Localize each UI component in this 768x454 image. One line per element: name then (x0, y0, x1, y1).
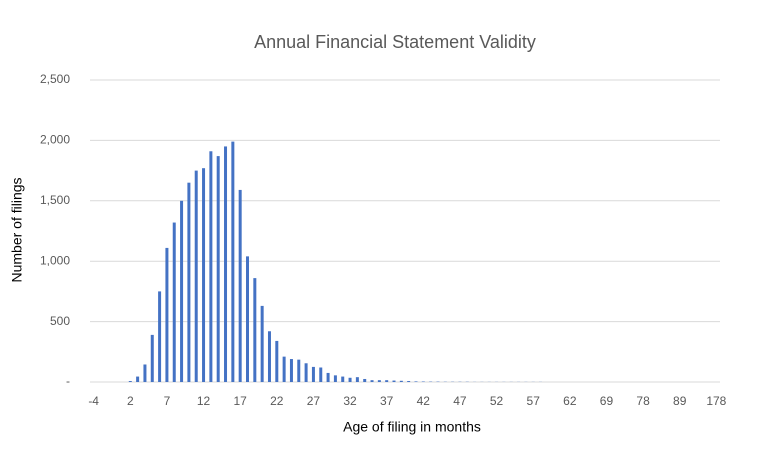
bar (297, 360, 300, 382)
bar (312, 367, 315, 382)
x-tick-label: 27 (307, 394, 321, 408)
bar (268, 331, 271, 382)
bar (136, 377, 139, 382)
bar (224, 146, 227, 382)
bar (290, 359, 293, 382)
x-tick-label: 178 (706, 394, 726, 408)
bar (209, 151, 212, 382)
x-tick-label: 32 (343, 394, 357, 408)
x-tick-label: 7 (164, 394, 171, 408)
y-tick-label: 1,000 (40, 253, 70, 267)
x-tick-label: 89 (673, 394, 687, 408)
x-tick-label: -4 (88, 394, 99, 408)
bar (158, 291, 161, 382)
x-tick-label: 57 (527, 394, 541, 408)
bar (378, 380, 381, 382)
y-tick-label: - (66, 374, 70, 388)
bar (407, 381, 410, 382)
bar (239, 190, 242, 382)
bar (202, 168, 205, 382)
bar (151, 335, 154, 382)
x-tick-label: 2 (127, 394, 134, 408)
x-tick-label: 22 (270, 394, 284, 408)
bar (180, 201, 183, 382)
bar (195, 171, 198, 382)
bar (400, 381, 403, 382)
x-tick-label: 12 (197, 394, 211, 408)
y-tick-label: 2,000 (40, 133, 70, 147)
bar (187, 183, 190, 382)
bar (253, 278, 256, 382)
bar (393, 381, 396, 382)
bar (371, 380, 374, 382)
x-tick-label: 52 (490, 394, 504, 408)
bar (231, 142, 234, 382)
x-tick-label: 78 (636, 394, 650, 408)
bar (129, 381, 132, 382)
x-tick-label: 37 (380, 394, 394, 408)
bar (143, 364, 146, 382)
bar (165, 248, 168, 382)
bar (385, 380, 388, 382)
bar (334, 375, 337, 382)
bar (261, 306, 264, 382)
y-tick-label: 1,500 (40, 193, 70, 207)
bar (246, 256, 249, 382)
bar (217, 156, 220, 382)
x-axis-title: Age of filing in months (343, 419, 481, 435)
bar (275, 341, 278, 382)
x-tick-label: 17 (233, 394, 247, 408)
x-tick-label: 47 (453, 394, 467, 408)
x-tick-label: 69 (600, 394, 614, 408)
bar (349, 378, 352, 382)
x-tick-label: 42 (417, 394, 431, 408)
bar (363, 379, 366, 382)
bar (305, 363, 308, 382)
bar (356, 377, 359, 382)
y-tick-label: 2,500 (40, 72, 70, 86)
y-tick-label: 500 (50, 314, 70, 328)
bar (173, 223, 176, 382)
y-axis-title: Number of filings (9, 177, 25, 282)
bar (327, 373, 330, 382)
bar (414, 381, 417, 382)
x-tick-label: 62 (563, 394, 577, 408)
bar (319, 368, 322, 382)
bar (283, 357, 286, 382)
chart-title: Annual Financial Statement Validity (254, 32, 536, 52)
bar (341, 377, 344, 382)
